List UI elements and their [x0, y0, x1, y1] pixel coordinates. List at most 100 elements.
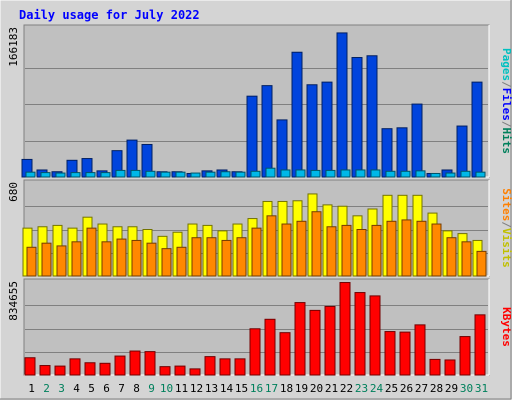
- bar-sites-day-4: [71, 241, 82, 277]
- bar-pages-day-16: [250, 170, 261, 178]
- bar-kbytes-day-18: [279, 332, 291, 376]
- bar-kbytes-day-6: [99, 362, 111, 376]
- day-label-30: 30: [460, 382, 473, 395]
- bar-sites-day-24: [371, 224, 382, 277]
- day-label-18: 18: [280, 382, 293, 395]
- bar-pages-day-9: [145, 170, 156, 178]
- bar-pages-day-12: [190, 172, 201, 178]
- bar-sites-day-28: [431, 223, 442, 277]
- bar-sites-day-10: [161, 248, 172, 277]
- bar-hits-day-21: [321, 81, 333, 178]
- bar-pages-day-6: [100, 172, 111, 178]
- bar-sites-day-31: [476, 250, 487, 277]
- day-label-7: 7: [118, 382, 125, 395]
- bar-pages-day-28: [430, 172, 441, 178]
- day-label-26: 26: [400, 382, 413, 395]
- bar-pages-day-27: [415, 170, 426, 178]
- series-legend: KBytes: [500, 307, 512, 347]
- day-label-19: 19: [295, 382, 308, 395]
- bar-sites-day-11: [176, 246, 187, 277]
- bar-sites-day-18: [281, 223, 292, 277]
- bar-pages-day-26: [400, 170, 411, 178]
- day-label-3: 3: [58, 382, 65, 395]
- day-label-5: 5: [88, 382, 95, 395]
- bar-sites-day-3: [56, 245, 67, 277]
- bar-sites-day-8: [131, 239, 142, 277]
- bar-pages-day-29: [445, 172, 456, 178]
- day-label-21: 21: [325, 382, 338, 395]
- bar-kbytes-day-29: [444, 359, 456, 376]
- day-label-2: 2: [43, 382, 50, 395]
- bar-pages-day-15: [235, 171, 246, 178]
- bar-kbytes-day-26: [399, 331, 411, 376]
- bar-sites-day-27: [416, 220, 427, 277]
- bar-sites-day-19: [296, 220, 307, 277]
- bar-sites-day-9: [146, 242, 157, 277]
- bar-sites-day-20: [311, 211, 322, 277]
- axis-max-label: 834655: [7, 281, 20, 321]
- bar-hits-day-20: [306, 84, 318, 178]
- bar-pages-day-8: [130, 169, 141, 178]
- legend-entry: /: [500, 221, 512, 228]
- bar-kbytes-day-1: [24, 357, 36, 376]
- bar-pages-day-24: [370, 169, 381, 178]
- bar-sites-day-5: [86, 227, 97, 277]
- bar-pages-day-4: [70, 172, 81, 178]
- bar-pages-day-31: [475, 171, 486, 178]
- bar-hits-day-25: [381, 128, 393, 178]
- bar-sites-day-14: [221, 239, 232, 277]
- day-label-22: 22: [340, 382, 353, 395]
- bar-pages-day-14: [220, 171, 231, 178]
- bar-kbytes-day-22: [339, 282, 351, 376]
- day-label-31: 31: [475, 382, 488, 395]
- day-label-8: 8: [133, 382, 140, 395]
- day-label-25: 25: [385, 382, 398, 395]
- bar-pages-day-23: [355, 169, 366, 178]
- bar-sites-day-29: [446, 237, 457, 277]
- bar-pages-day-19: [295, 169, 306, 178]
- bar-kbytes-day-7: [114, 355, 126, 376]
- bar-sites-day-26: [401, 219, 412, 277]
- bar-sites-day-17: [266, 215, 277, 277]
- bar-kbytes-day-8: [129, 350, 141, 376]
- bar-hits-day-27: [411, 103, 423, 178]
- day-label-13: 13: [205, 382, 218, 395]
- bar-pages-day-13: [205, 171, 216, 178]
- panel-2: 834655 KBytes: [7, 278, 512, 376]
- bar-sites-day-2: [41, 242, 52, 277]
- bar-sites-day-15: [236, 237, 247, 277]
- legend-entry: /: [500, 81, 512, 88]
- bar-sites-day-21: [326, 226, 337, 277]
- bar-kbytes-day-27: [414, 324, 426, 376]
- day-label-23: 23: [355, 382, 368, 395]
- bar-sites-day-30: [461, 241, 472, 277]
- bar-kbytes-day-9: [144, 351, 156, 376]
- bar-sites-day-12: [191, 237, 202, 277]
- day-label-24: 24: [370, 382, 384, 395]
- bar-kbytes-day-17: [264, 318, 276, 376]
- day-label-16: 16: [250, 382, 263, 395]
- bar-kbytes-day-15: [234, 358, 246, 376]
- bar-kbytes-day-14: [219, 358, 231, 376]
- legend-entry: /: [500, 121, 512, 128]
- bar-kbytes-day-3: [54, 365, 66, 376]
- bar-kbytes-day-11: [174, 365, 186, 376]
- axis-max-label: 680: [7, 182, 20, 202]
- day-label-14: 14: [220, 382, 234, 395]
- bar-hits-day-30: [456, 125, 468, 178]
- day-label-4: 4: [73, 382, 80, 395]
- bar-sites-day-25: [386, 220, 397, 277]
- day-label-17: 17: [265, 382, 278, 395]
- bar-pages-day-5: [85, 172, 96, 178]
- panel-1: 680 Sites/Visits: [7, 179, 512, 277]
- bar-kbytes-day-21: [324, 305, 336, 376]
- bar-hits-day-22: [336, 32, 348, 178]
- bar-pages-day-30: [460, 170, 471, 178]
- legend-entry: Sites: [500, 188, 512, 221]
- bar-sites-day-1: [26, 246, 37, 277]
- series-legend: Sites/Visits: [500, 188, 512, 268]
- bar-pages-day-17: [265, 167, 276, 178]
- panel-0: 166183 Pages/Files/Hits: [7, 24, 512, 178]
- day-label-27: 27: [415, 382, 428, 395]
